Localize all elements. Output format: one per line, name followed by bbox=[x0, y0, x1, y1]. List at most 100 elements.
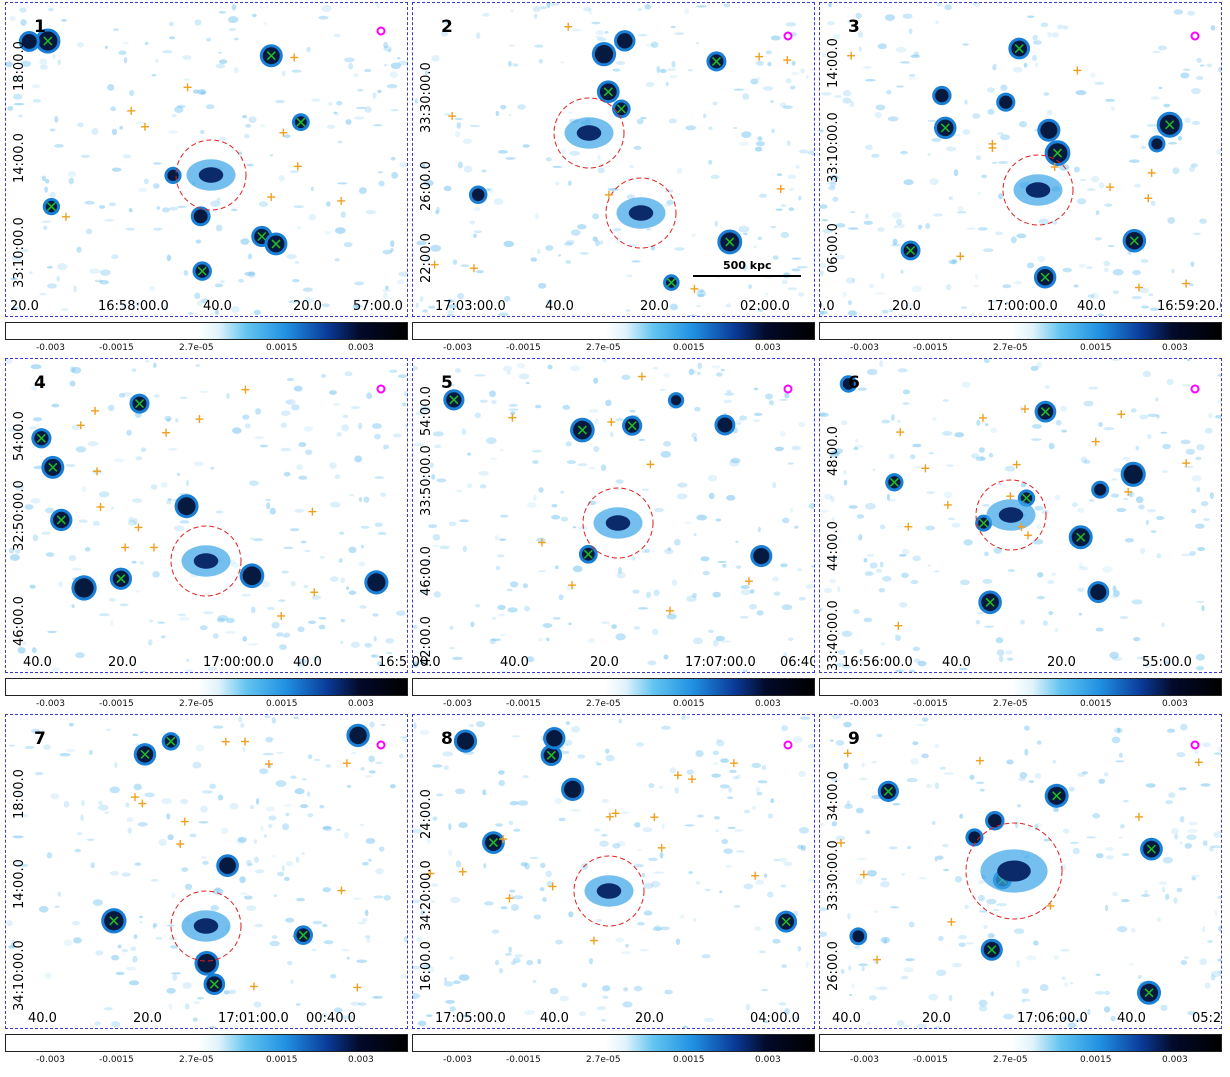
noise-blob bbox=[6, 61, 13, 68]
noise-blob bbox=[350, 406, 361, 410]
noise-blob bbox=[9, 554, 20, 561]
noise-blob bbox=[848, 505, 858, 509]
compact-source bbox=[193, 209, 208, 224]
noise-blob bbox=[742, 232, 748, 236]
x-tick-label: 57:00.0 bbox=[353, 299, 403, 314]
noise-blob bbox=[652, 366, 659, 370]
noise-blob bbox=[215, 224, 223, 232]
noise-blob bbox=[773, 591, 781, 596]
noise-blob bbox=[78, 519, 88, 523]
noise-blob bbox=[186, 658, 190, 662]
noise-blob bbox=[961, 381, 971, 388]
noise-blob bbox=[166, 924, 175, 927]
noise-blob bbox=[360, 544, 365, 549]
noise-blob bbox=[1204, 427, 1213, 434]
noise-blob bbox=[880, 272, 885, 280]
noise-blob bbox=[686, 716, 691, 720]
noise-blob bbox=[301, 852, 305, 855]
noise-blob bbox=[81, 486, 86, 493]
noise-blob bbox=[834, 448, 844, 454]
noise-blob bbox=[784, 392, 790, 399]
noise-blob bbox=[704, 888, 711, 892]
noise-blob bbox=[288, 300, 298, 304]
noise-blob bbox=[865, 572, 877, 575]
noise-blob bbox=[848, 227, 859, 230]
noise-blob bbox=[13, 102, 25, 106]
noise-blob bbox=[615, 418, 624, 422]
catalog-source-x-marker bbox=[725, 237, 735, 247]
x-tick-label: 17:00:00.0 bbox=[987, 299, 1058, 314]
noise-blob bbox=[903, 179, 914, 186]
noise-blob bbox=[948, 259, 958, 265]
optical-source-plus-marker bbox=[729, 759, 738, 768]
noise-blob bbox=[76, 246, 82, 253]
catalog-source-x-marker bbox=[883, 786, 893, 796]
noise-blob bbox=[634, 822, 641, 828]
noise-blob bbox=[934, 782, 939, 790]
catalog-source-x-marker bbox=[1040, 407, 1050, 417]
noise-blob bbox=[259, 768, 269, 775]
noise-blob bbox=[452, 980, 461, 985]
noise-blob bbox=[429, 900, 436, 904]
noise-blob bbox=[638, 438, 646, 441]
noise-blob bbox=[1180, 723, 1188, 731]
colorbar-label: 0.003 bbox=[755, 1055, 781, 1065]
noise-blob bbox=[467, 452, 471, 456]
noise-blob bbox=[1048, 442, 1055, 450]
noise-blob bbox=[1038, 218, 1049, 225]
noise-blob bbox=[307, 813, 314, 818]
noise-blob bbox=[756, 76, 761, 80]
noise-blob bbox=[1180, 553, 1191, 557]
noise-blob bbox=[349, 1014, 353, 1020]
noise-blob bbox=[1003, 1013, 1014, 1020]
noise-blob bbox=[357, 422, 363, 430]
noise-blob bbox=[738, 141, 749, 146]
noise-blob bbox=[43, 225, 48, 231]
noise-blob bbox=[337, 140, 343, 144]
noise-blob bbox=[879, 881, 890, 888]
noise-blob bbox=[701, 954, 711, 959]
noise-blob bbox=[448, 521, 457, 527]
noise-blob bbox=[285, 917, 295, 923]
noise-blob bbox=[192, 761, 202, 769]
x-tick-label: 17:07:00.0 bbox=[685, 655, 756, 670]
noise-blob bbox=[863, 220, 874, 225]
noise-blob bbox=[866, 1021, 872, 1026]
optical-source-plus-marker bbox=[673, 771, 682, 780]
noise-blob bbox=[913, 51, 920, 57]
catalog-source-x-marker bbox=[140, 749, 150, 759]
noise-blob bbox=[1041, 509, 1050, 515]
noise-blob bbox=[1094, 990, 1105, 995]
noise-blob bbox=[318, 15, 329, 20]
noise-blob bbox=[8, 744, 15, 747]
noise-blob bbox=[92, 899, 103, 906]
noise-blob bbox=[1138, 315, 1142, 316]
noise-blob bbox=[176, 104, 186, 109]
noise-blob bbox=[1188, 166, 1196, 173]
optical-source-plus-marker bbox=[448, 112, 457, 121]
noise-blob bbox=[1111, 359, 1121, 361]
noise-blob bbox=[653, 871, 665, 874]
noise-blob bbox=[1210, 974, 1216, 981]
noise-blob bbox=[1031, 54, 1037, 62]
noise-blob bbox=[875, 104, 886, 111]
noise-blob bbox=[663, 373, 671, 378]
optical-source-plus-marker bbox=[430, 260, 439, 269]
colorbar bbox=[819, 678, 1222, 696]
noise-blob bbox=[1062, 828, 1070, 834]
noise-blob bbox=[658, 785, 664, 790]
noise-blob bbox=[626, 274, 633, 278]
noise-blob bbox=[293, 385, 303, 392]
noise-blob bbox=[196, 300, 203, 306]
noise-blob bbox=[984, 423, 989, 427]
noise-blob bbox=[1112, 316, 1120, 317]
noise-blob bbox=[184, 883, 193, 890]
x-tick-label: 16:58:00.0 bbox=[98, 299, 169, 314]
noise-blob bbox=[851, 983, 855, 989]
catalog-source-x-marker bbox=[109, 916, 119, 926]
noise-blob bbox=[616, 571, 626, 579]
noise-blob bbox=[322, 826, 332, 830]
noise-blob bbox=[618, 718, 622, 724]
noise-blob bbox=[1134, 183, 1142, 188]
x-tick-label: 20.0 bbox=[293, 299, 322, 314]
